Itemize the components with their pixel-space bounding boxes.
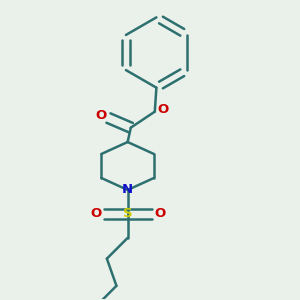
Text: S: S (123, 207, 132, 220)
Text: N: N (122, 183, 133, 196)
Text: O: O (154, 207, 165, 220)
Text: O: O (157, 103, 168, 116)
Text: O: O (96, 109, 107, 122)
Text: O: O (90, 207, 101, 220)
